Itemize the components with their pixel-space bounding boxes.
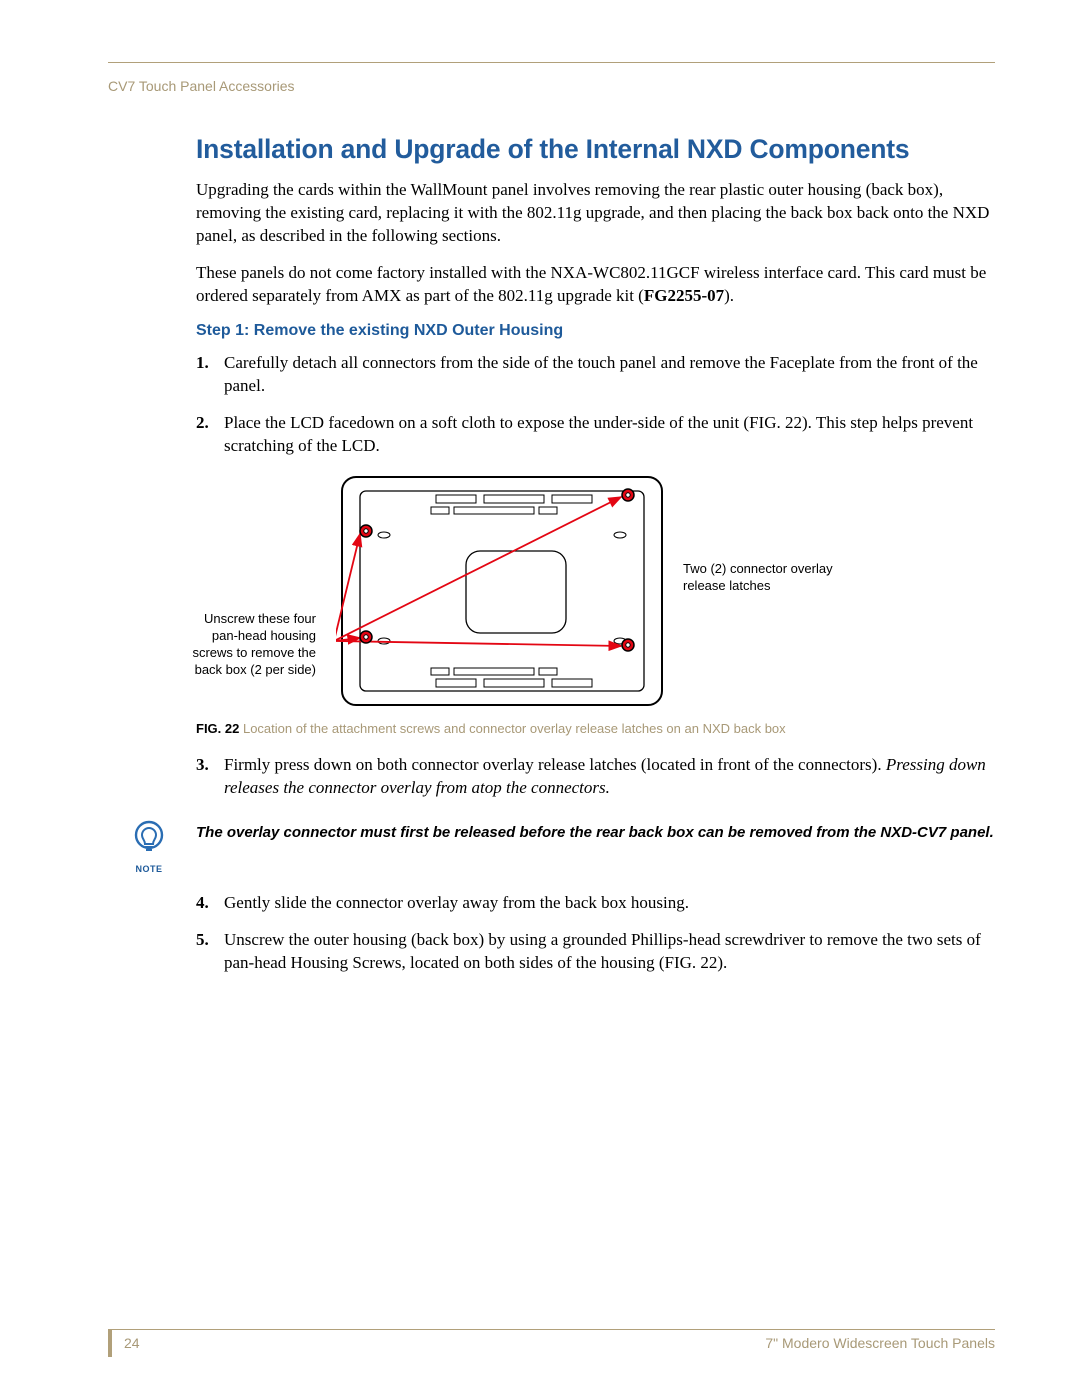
note-label: NOTE: [122, 864, 176, 874]
list-body-5: Unscrew the outer housing (back box) by …: [224, 929, 995, 975]
list-item: 1. Carefully detach all connectors from …: [196, 352, 995, 398]
intro-para-2: These panels do not come factory install…: [196, 262, 995, 308]
list-item: 5. Unscrew the outer housing (back box) …: [196, 929, 995, 975]
header-rule: [108, 62, 995, 63]
list-body-1: Carefully detach all connectors from the…: [224, 352, 995, 398]
intro-para-1: Upgrading the cards within the WallMount…: [196, 179, 995, 248]
note-block: NOTE The overlay connector must first be…: [122, 818, 995, 874]
page-title: Installation and Upgrade of the Internal…: [196, 134, 995, 165]
intro-p2-a: These panels do not come factory install…: [196, 263, 986, 305]
footer-doc-title: 7" Modero Widescreen Touch Panels: [765, 1335, 995, 1351]
page-number: 24: [124, 1335, 140, 1351]
note-icon: NOTE: [122, 818, 176, 874]
list-num-4: 4.: [196, 892, 224, 915]
backbox-svg: [336, 471, 676, 715]
list-body-4: Gently slide the connector overlay away …: [224, 892, 995, 915]
list-item: 2. Place the LCD facedown on a soft clot…: [196, 412, 995, 458]
list-body-3: Firmly press down on both connector over…: [224, 754, 995, 800]
footer-rule: [112, 1329, 995, 1330]
list-num-5: 5.: [196, 929, 224, 975]
list-3-text: Firmly press down on both connector over…: [224, 755, 886, 774]
footer: 24 7" Modero Widescreen Touch Panels: [108, 1329, 995, 1357]
list-body-2: Place the LCD facedown on a soft cloth t…: [224, 412, 995, 458]
header-section: CV7 Touch Panel Accessories: [108, 78, 995, 94]
list-num-3: 3.: [196, 754, 224, 800]
callout-right: Two (2) connector overlay release latche…: [683, 561, 863, 595]
list-num-2: 2.: [196, 412, 224, 458]
list-num-1: 1.: [196, 352, 224, 398]
step1-heading: Step 1: Remove the existing NXD Outer Ho…: [196, 322, 995, 340]
note-text: The overlay connector must first be rele…: [196, 818, 994, 843]
callout-left: Unscrew these four pan-head housing scre…: [186, 611, 316, 679]
intro-p2-partnum: FG2255-07: [644, 286, 724, 305]
list-item: 4. Gently slide the connector overlay aw…: [196, 892, 995, 915]
intro-p2-c: ).: [724, 286, 734, 305]
figure-caption: FIG. 22 Location of the attachment screw…: [196, 721, 995, 736]
figure-label: FIG. 22: [196, 721, 239, 736]
figure-22-diagram: Unscrew these four pan-head housing scre…: [196, 471, 995, 715]
figure-caption-text: Location of the attachment screws and co…: [239, 721, 785, 736]
list-item: 3. Firmly press down on both connector o…: [196, 754, 995, 800]
